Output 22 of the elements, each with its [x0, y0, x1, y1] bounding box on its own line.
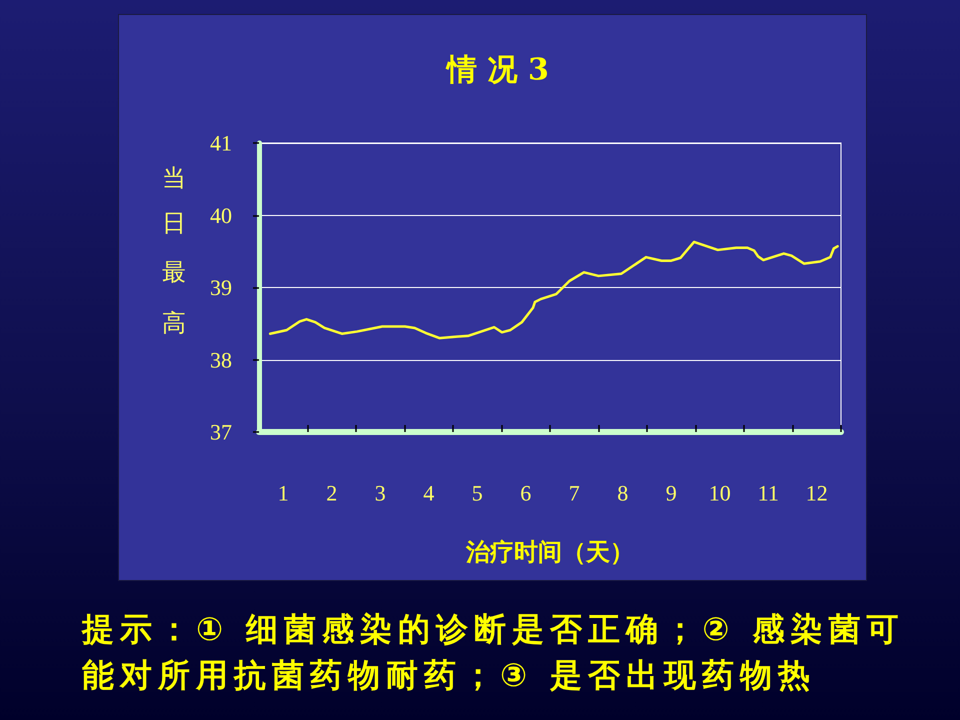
- y-tick-label: 40: [210, 202, 232, 228]
- x-tick-label: 4: [423, 480, 434, 506]
- x-tick-label: 10: [708, 480, 731, 506]
- x-tick-label: 2: [326, 480, 338, 506]
- x-tick-label: 6: [520, 480, 532, 506]
- x-tick-label: 11: [758, 480, 779, 506]
- x-axis-title: 治疗时间（天）: [465, 538, 634, 566]
- x-tick-label: 9: [666, 480, 677, 506]
- x-tick-label: 7: [568, 480, 580, 506]
- x-tick-label: 3: [374, 480, 386, 506]
- line-series: [268, 240, 839, 340]
- x-tick-label: 12: [806, 480, 828, 506]
- y-tick-label: 39: [210, 275, 232, 300]
- x-tick-label: 8: [617, 480, 628, 506]
- text: 提示：① 细菌感染的诊断是否正确；② 感染菌可能对所用抗菌药物耐药；③ 是否出现药物热: [82, 609, 906, 696]
- x-tick-label: 1: [278, 480, 289, 506]
- chart-title: 情 况 3: [445, 52, 549, 88]
- y-tick-label: 41: [210, 130, 232, 156]
- x-tick-label: 5: [472, 480, 483, 506]
- y-tick-label: 38: [210, 347, 232, 372]
- y-tick-label: 37: [210, 420, 232, 444]
- y-axis-title: 当日最高: [160, 146, 188, 338]
